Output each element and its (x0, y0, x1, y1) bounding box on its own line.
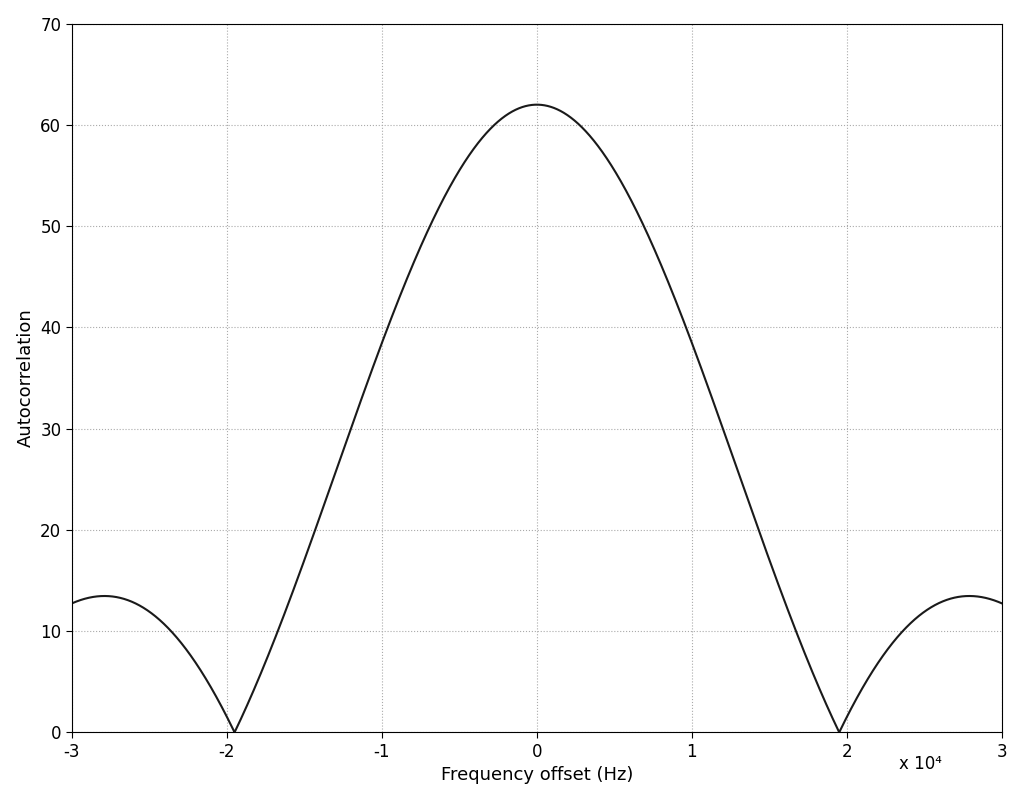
X-axis label: Frequency offset (Hz): Frequency offset (Hz) (440, 767, 633, 784)
Text: x 10⁴: x 10⁴ (899, 755, 942, 773)
Y-axis label: Autocorrelation: Autocorrelation (16, 308, 35, 448)
